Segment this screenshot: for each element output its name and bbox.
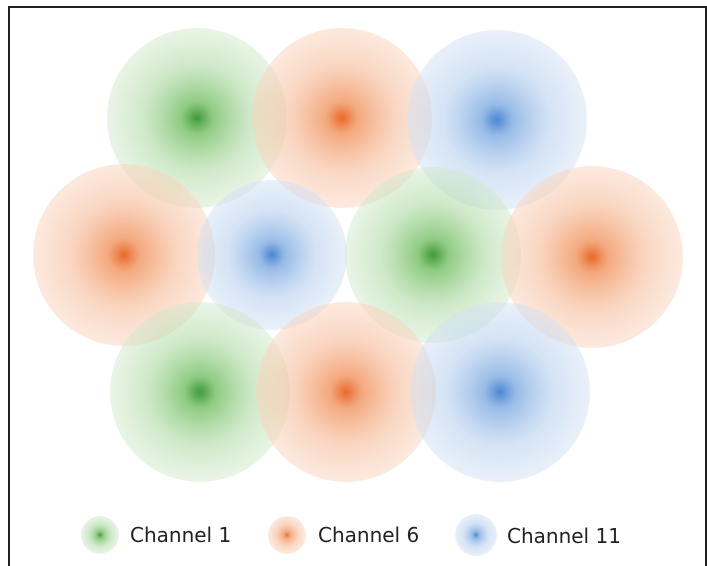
coverage-cell-channel-6 [33, 164, 215, 346]
legend-swatch-channel-1 [81, 516, 119, 554]
legend-label-channel-6: Channel 6 [318, 523, 419, 547]
coverage-cell-channel-11 [407, 30, 587, 210]
coverage-cells [33, 28, 683, 482]
coverage-cell-channel-11 [410, 302, 590, 482]
legend: Channel 1 Channel 6 Channel 11 [81, 514, 621, 556]
coverage-cell-channel-6 [252, 28, 432, 208]
coverage-cell-channel-1 [345, 167, 521, 343]
coverage-cell-channel-11 [197, 180, 347, 330]
legend-swatch-channel-6 [268, 516, 306, 554]
legend-label-channel-11: Channel 11 [507, 524, 621, 548]
coverage-cell-channel-1 [107, 28, 287, 208]
coverage-cell-channel-1 [110, 302, 290, 482]
coverage-cell-channel-6 [256, 302, 436, 482]
legend-label-channel-1: Channel 1 [130, 523, 231, 547]
frame-border-left [8, 6, 10, 566]
legend-swatch-channel-11 [455, 514, 497, 556]
frame-border-right [705, 6, 707, 566]
frame-border-top [8, 6, 707, 8]
coverage-cell-channel-6 [501, 166, 683, 348]
